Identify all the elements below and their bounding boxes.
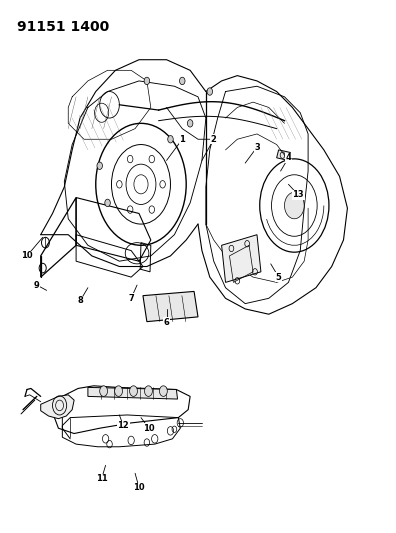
Text: 7: 7 <box>128 294 134 303</box>
Circle shape <box>97 162 103 169</box>
Circle shape <box>105 199 110 207</box>
Text: 4: 4 <box>286 154 291 163</box>
Text: 6: 6 <box>164 318 169 327</box>
Polygon shape <box>277 150 290 160</box>
Text: 10: 10 <box>21 252 33 261</box>
Circle shape <box>129 386 137 397</box>
Text: 12: 12 <box>117 421 129 430</box>
Polygon shape <box>143 292 198 321</box>
Circle shape <box>179 77 185 85</box>
Polygon shape <box>41 395 74 419</box>
Circle shape <box>160 386 168 397</box>
Text: 2: 2 <box>211 135 217 144</box>
Text: 1: 1 <box>179 135 185 144</box>
Text: 9: 9 <box>34 280 40 289</box>
Text: 5: 5 <box>276 272 282 281</box>
Circle shape <box>100 386 108 397</box>
Circle shape <box>168 135 173 143</box>
Text: 10: 10 <box>143 424 155 433</box>
Circle shape <box>284 192 304 219</box>
Circle shape <box>114 386 122 397</box>
Circle shape <box>144 77 150 85</box>
Text: 11: 11 <box>96 474 108 483</box>
Polygon shape <box>222 235 261 282</box>
Text: 13: 13 <box>293 190 304 199</box>
Text: 91151 1400: 91151 1400 <box>17 20 109 34</box>
Polygon shape <box>88 387 177 399</box>
Text: 8: 8 <box>77 296 83 305</box>
Circle shape <box>207 88 213 95</box>
Circle shape <box>187 119 193 127</box>
Text: 3: 3 <box>254 143 260 152</box>
Text: 10: 10 <box>133 483 145 492</box>
Circle shape <box>145 386 152 397</box>
